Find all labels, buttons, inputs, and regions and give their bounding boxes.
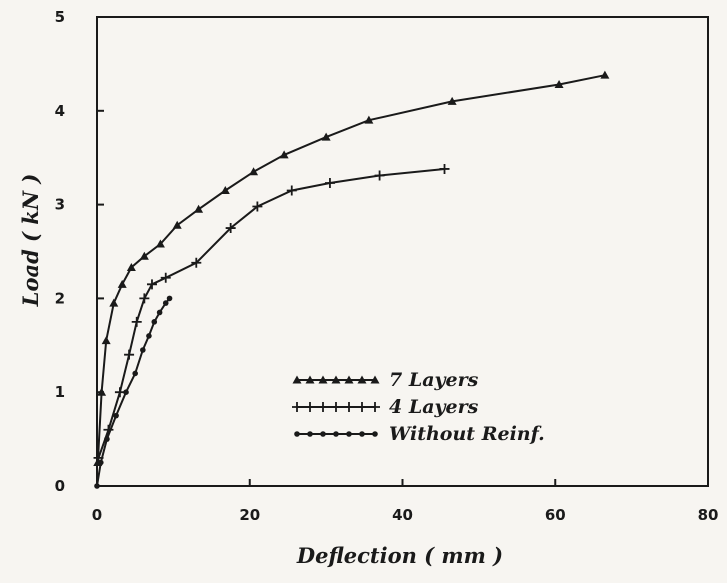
y-axis-title: Load ( kN ) bbox=[18, 174, 43, 308]
data-point-triangle bbox=[126, 262, 136, 271]
series-layer bbox=[93, 70, 610, 489]
data-point-circle bbox=[294, 431, 300, 437]
data-point-triangle bbox=[357, 375, 367, 384]
data-point-circle bbox=[346, 431, 352, 437]
data-point-plus bbox=[131, 316, 142, 327]
data-point-plus bbox=[225, 223, 236, 234]
legend-item: 4 Layers bbox=[292, 396, 479, 418]
series-4-layers bbox=[93, 163, 450, 463]
data-point-circle bbox=[94, 483, 100, 489]
data-point-plus bbox=[305, 402, 315, 412]
y-tick-label: 3 bbox=[55, 196, 65, 214]
x-tick-label: 60 bbox=[545, 506, 566, 524]
data-point-triangle bbox=[279, 150, 289, 159]
data-point-plus bbox=[124, 349, 135, 360]
data-point-circle bbox=[113, 412, 119, 419]
data-point-plus bbox=[374, 170, 385, 181]
data-point-plus bbox=[357, 402, 367, 412]
series-line bbox=[96, 74, 606, 463]
data-point-plus bbox=[331, 402, 341, 412]
y-tick-label: 4 bbox=[55, 102, 65, 120]
data-point-triangle bbox=[155, 239, 165, 248]
legend-label: 4 Layers bbox=[389, 396, 479, 418]
axis-ticks: 0 20 40 60 80 0 1 2 3 4 5 bbox=[55, 8, 719, 524]
data-point-circle bbox=[359, 431, 365, 437]
x-tick-label: 40 bbox=[392, 506, 413, 524]
data-point-plus bbox=[160, 272, 171, 283]
data-point-triangle bbox=[318, 375, 328, 384]
data-point-triangle bbox=[117, 279, 127, 288]
data-point-triangle bbox=[344, 375, 354, 384]
data-point-plus bbox=[252, 201, 263, 212]
y-tick-label: 0 bbox=[55, 477, 65, 495]
data-point-triangle bbox=[331, 375, 341, 384]
data-point-circle bbox=[132, 370, 138, 377]
data-point-triangle bbox=[554, 80, 564, 89]
data-point-plus bbox=[324, 178, 335, 189]
data-point-triangle bbox=[292, 375, 302, 384]
legend-item: 7 Layers bbox=[292, 369, 479, 391]
data-point-circle bbox=[104, 436, 110, 442]
data-point-triangle bbox=[220, 186, 230, 195]
data-point-triangle bbox=[364, 115, 374, 124]
data-point-plus bbox=[344, 402, 354, 412]
legend-label: 7 Layers bbox=[389, 369, 479, 391]
data-point-circle bbox=[320, 431, 326, 437]
data-point-circle bbox=[98, 459, 104, 466]
data-point-circle bbox=[156, 309, 163, 316]
data-point-plus bbox=[439, 163, 450, 174]
data-point-plus bbox=[292, 402, 302, 412]
series-line bbox=[96, 297, 171, 487]
data-point-triangle bbox=[249, 167, 259, 176]
data-point-triangle bbox=[172, 220, 182, 229]
legend: 7 Layers 4 Layers Without Reinf. bbox=[292, 369, 545, 445]
data-point-circle bbox=[140, 347, 146, 353]
data-point-triangle bbox=[101, 336, 111, 345]
data-point-triangle bbox=[97, 387, 107, 396]
data-point-triangle bbox=[139, 251, 149, 260]
y-tick-label: 1 bbox=[55, 383, 65, 401]
y-tick-label: 2 bbox=[55, 289, 65, 307]
data-point-circle bbox=[307, 431, 313, 437]
data-point-triangle bbox=[305, 375, 315, 384]
data-point-triangle bbox=[370, 375, 380, 384]
data-point-triangle bbox=[600, 70, 610, 79]
x-axis-title: Deflection ( mm ) bbox=[296, 543, 503, 568]
data-point-circle bbox=[146, 333, 152, 339]
data-point-circle bbox=[162, 300, 169, 306]
data-point-circle bbox=[372, 431, 378, 437]
data-point-triangle bbox=[194, 204, 204, 213]
legend-label: Without Reinf. bbox=[389, 423, 545, 445]
y-tick-label: 5 bbox=[55, 8, 65, 26]
data-point-plus bbox=[286, 185, 297, 196]
data-point-triangle bbox=[321, 132, 331, 141]
x-tick-label: 80 bbox=[698, 506, 719, 524]
legend-item: Without Reinf. bbox=[294, 423, 545, 445]
data-point-plus bbox=[139, 293, 150, 304]
data-point-plus bbox=[146, 279, 157, 290]
data-point-triangle bbox=[447, 96, 457, 105]
data-point-circle bbox=[123, 389, 129, 396]
data-point-plus bbox=[370, 402, 380, 412]
data-point-plus bbox=[318, 402, 328, 412]
data-point-circle bbox=[166, 295, 173, 302]
data-point-triangle bbox=[109, 298, 119, 307]
data-point-circle bbox=[333, 431, 339, 437]
data-point-plus bbox=[191, 257, 202, 268]
data-point-circle bbox=[151, 319, 158, 325]
x-tick-label: 0 bbox=[92, 506, 102, 524]
x-tick-label: 20 bbox=[239, 506, 260, 524]
series-without-reinf bbox=[94, 295, 173, 489]
